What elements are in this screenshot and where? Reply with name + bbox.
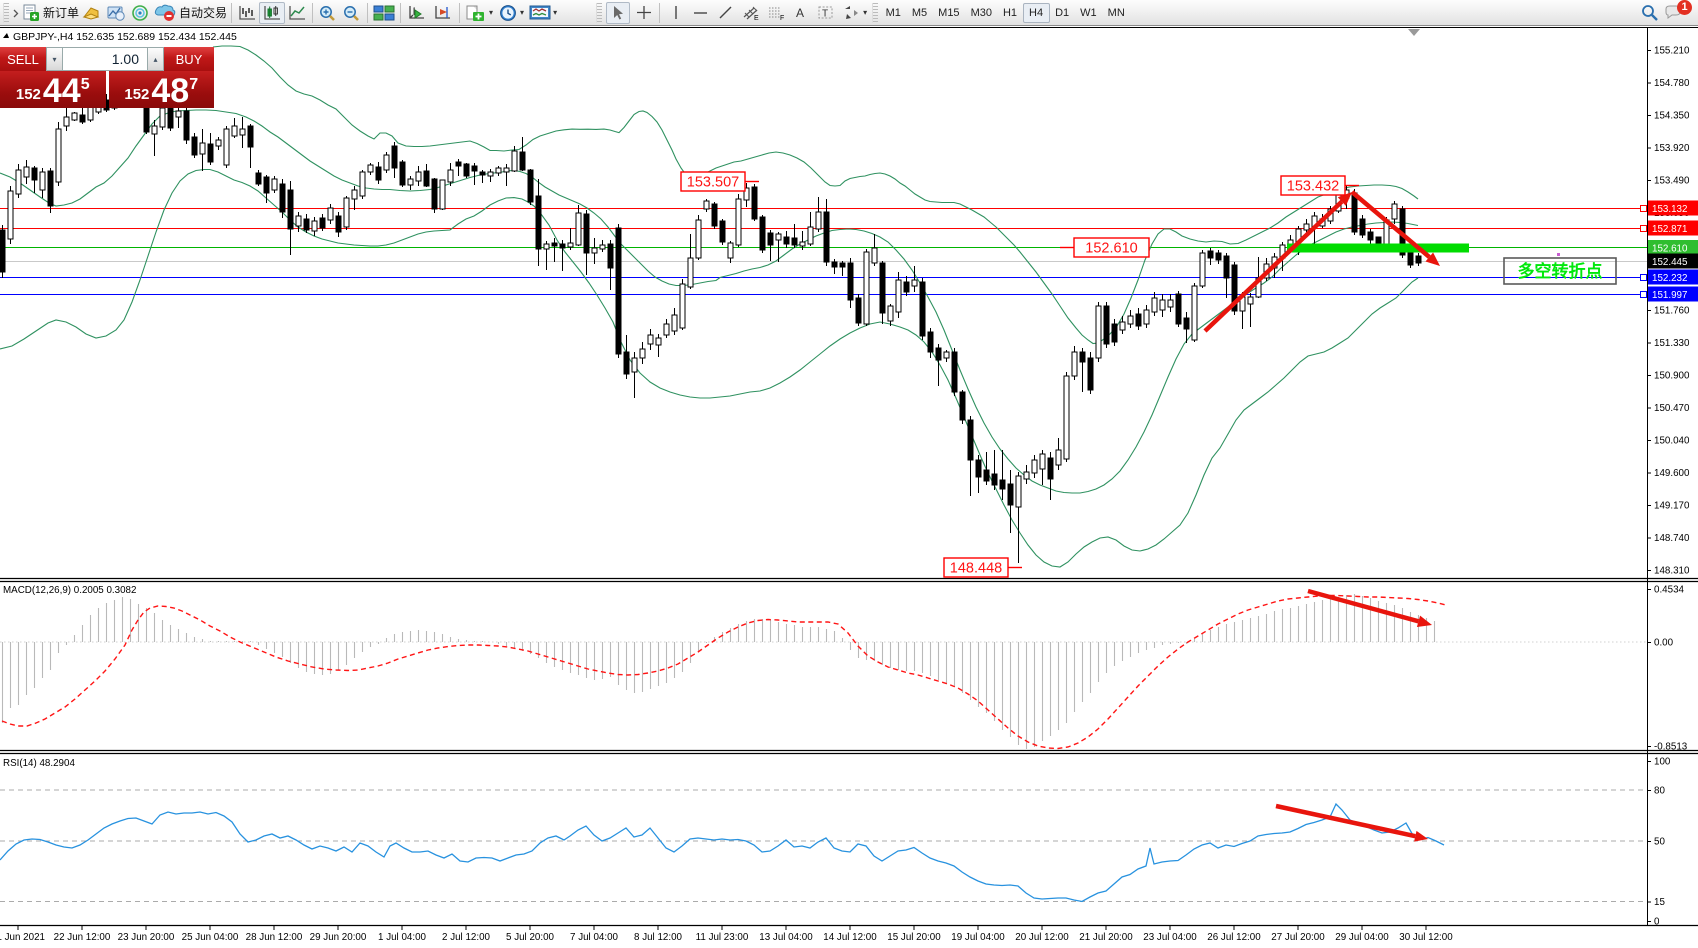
svg-text:A: A <box>796 6 804 20</box>
svg-text:28 Jun 12:00: 28 Jun 12:00 <box>246 932 303 943</box>
svg-text:29 Jun 20:00: 29 Jun 20:00 <box>310 932 367 943</box>
svg-text:148.740: 148.740 <box>1654 533 1690 544</box>
svg-text:153.920: 153.920 <box>1654 143 1690 154</box>
svg-text:149.170: 149.170 <box>1654 501 1690 512</box>
svg-text:151.997: 151.997 <box>1652 290 1687 301</box>
svg-text:150.470: 150.470 <box>1654 403 1690 414</box>
svg-text:0.4534: 0.4534 <box>1654 585 1685 596</box>
svg-text:80: 80 <box>1654 786 1665 797</box>
svg-text:155.210: 155.210 <box>1654 46 1690 57</box>
svg-text:7 Jul 04:00: 7 Jul 04:00 <box>570 932 618 943</box>
svg-text:F: F <box>780 15 784 22</box>
svg-text:GBPJPY-,H4 152.635 152.689 15: GBPJPY-,H4 152.635 152.689 152.434 152.4… <box>13 31 237 43</box>
svg-text:153.490: 153.490 <box>1654 176 1690 187</box>
svg-text:150.900: 150.900 <box>1654 371 1690 382</box>
svg-text:154.350: 154.350 <box>1654 111 1690 122</box>
svg-text:T: T <box>822 8 828 19</box>
svg-text:-0.8513: -0.8513 <box>1654 742 1688 753</box>
svg-text:29 Jul 04:00: 29 Jul 04:00 <box>1335 932 1389 943</box>
svg-text:30 Jul 12:00: 30 Jul 12:00 <box>1399 932 1453 943</box>
svg-text:20 Jul 12:00: 20 Jul 12:00 <box>1015 932 1069 943</box>
svg-text:8 Jul 12:00: 8 Jul 12:00 <box>634 932 682 943</box>
svg-text:23 Jun 20:00: 23 Jun 20:00 <box>118 932 175 943</box>
svg-text:152.610: 152.610 <box>1085 241 1137 257</box>
svg-text:MACD(12,26,9) 0.2005 0.3082: MACD(12,26,9) 0.2005 0.3082 <box>3 585 136 596</box>
svg-text:0: 0 <box>1654 917 1660 928</box>
svg-text:149.600: 149.600 <box>1654 468 1690 479</box>
svg-text:RSI(14) 48.2904: RSI(14) 48.2904 <box>3 758 75 769</box>
svg-text:152.232: 152.232 <box>1652 273 1687 284</box>
svg-text:23 Jul 04:00: 23 Jul 04:00 <box>1143 932 1197 943</box>
svg-text:0.00: 0.00 <box>1654 638 1674 649</box>
svg-text:151.330: 151.330 <box>1654 338 1690 349</box>
svg-text:13 Jul 04:00: 13 Jul 04:00 <box>759 932 813 943</box>
svg-text:151.760: 151.760 <box>1654 306 1690 317</box>
svg-text:19 Jul 04:00: 19 Jul 04:00 <box>951 932 1005 943</box>
svg-text:14 Jul 12:00: 14 Jul 12:00 <box>823 932 877 943</box>
svg-text:15 Jul 20:00: 15 Jul 20:00 <box>887 932 941 943</box>
svg-text:25 Jun 04:00: 25 Jun 04:00 <box>182 932 239 943</box>
svg-text:22 Jun 12:00: 22 Jun 12:00 <box>54 932 111 943</box>
svg-text:2 Jul 12:00: 2 Jul 12:00 <box>442 932 490 943</box>
svg-text:1 Jul 04:00: 1 Jul 04:00 <box>378 932 426 943</box>
svg-text:50: 50 <box>1654 837 1665 848</box>
svg-text:152.610: 152.610 <box>1652 244 1688 255</box>
svg-text:E: E <box>754 15 759 22</box>
svg-text:5 Jul 20:00: 5 Jul 20:00 <box>506 932 554 943</box>
svg-text:21 Jun 2021: 21 Jun 2021 <box>0 932 45 943</box>
svg-text:148.448: 148.448 <box>950 561 1002 577</box>
svg-text:152.445: 152.445 <box>1652 257 1688 268</box>
svg-text:153.132: 153.132 <box>1652 204 1687 215</box>
svg-text:152.871: 152.871 <box>1652 224 1687 235</box>
svg-text:21 Jul 20:00: 21 Jul 20:00 <box>1079 932 1133 943</box>
svg-text:多空转折点: 多空转折点 <box>1518 261 1603 281</box>
svg-text:153.432: 153.432 <box>1287 179 1339 195</box>
svg-text:15: 15 <box>1654 897 1665 908</box>
svg-text:11 Jul 23:00: 11 Jul 23:00 <box>696 932 749 943</box>
svg-text:154.780: 154.780 <box>1654 78 1690 89</box>
svg-text:26 Jul 12:00: 26 Jul 12:00 <box>1207 932 1261 943</box>
svg-text:153.507: 153.507 <box>687 175 739 191</box>
svg-text:100: 100 <box>1654 757 1671 768</box>
svg-text:148.310: 148.310 <box>1654 566 1690 577</box>
svg-text:27 Jul 20:00: 27 Jul 20:00 <box>1271 932 1325 943</box>
svg-text:150.040: 150.040 <box>1654 436 1690 447</box>
